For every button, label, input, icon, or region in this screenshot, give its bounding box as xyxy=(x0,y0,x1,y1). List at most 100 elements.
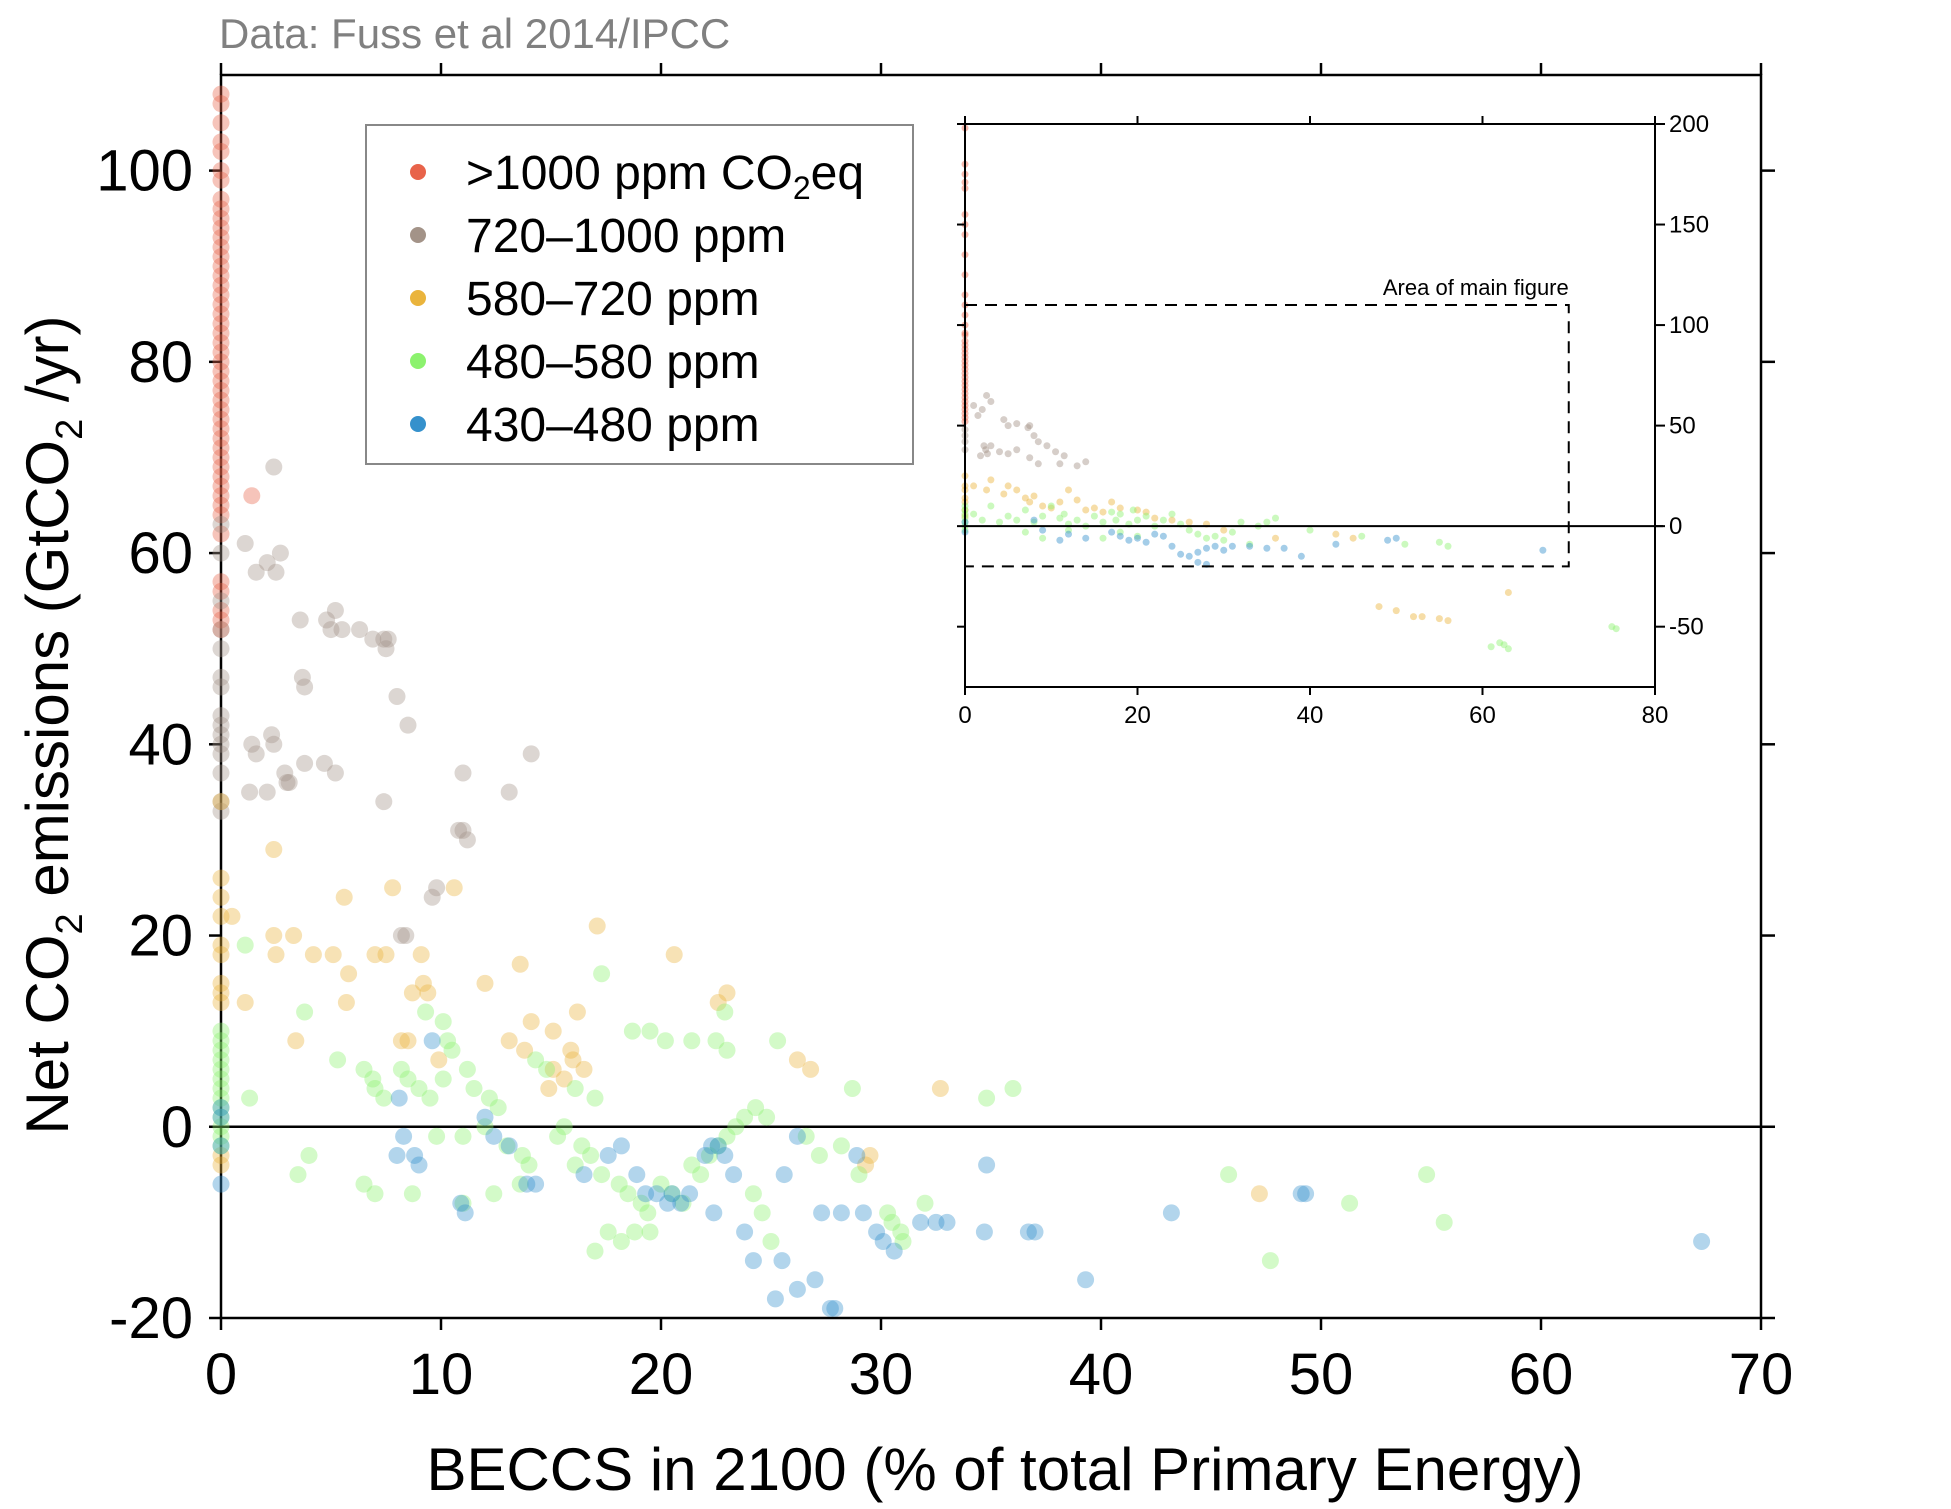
data-point-s1000 xyxy=(212,162,230,180)
inset-point-s720 xyxy=(982,446,990,454)
inset-x-tick-label: 60 xyxy=(1469,702,1496,729)
data-point-s430 xyxy=(212,1137,230,1155)
inset-point-s720 xyxy=(1026,422,1034,430)
data-point-s480 xyxy=(300,1146,318,1164)
inset-y-tick-label: 100 xyxy=(1669,312,1709,339)
data-point-s480 xyxy=(212,1108,230,1126)
data-point-s480 xyxy=(978,1089,996,1107)
data-point-s1000 xyxy=(212,410,230,428)
data-point-s1000 xyxy=(212,391,230,409)
data-point-s1000 xyxy=(212,448,230,466)
data-point-s720 xyxy=(247,563,265,581)
data-point-s720 xyxy=(377,640,395,658)
x-axis-label: BECCS in 2100 (% of total Primary Energy… xyxy=(426,1436,1583,1503)
data-point-s580 xyxy=(212,907,230,925)
data-point-s580 xyxy=(265,927,283,945)
inset-point-s580 xyxy=(1349,534,1357,542)
data-point-s1000 xyxy=(212,506,230,524)
data-point-s720 xyxy=(500,783,518,801)
data-point-s720 xyxy=(388,688,406,705)
data-point-s580 xyxy=(265,840,283,858)
data-point-s580 xyxy=(340,965,358,983)
data-point-s720 xyxy=(278,774,296,792)
inset-point-s480 xyxy=(1194,530,1202,538)
inset-point-s430 xyxy=(1151,530,1159,538)
data-point-s1000 xyxy=(212,286,230,304)
inset-point-s430 xyxy=(1168,542,1176,550)
inset-point-s430 xyxy=(1539,546,1547,554)
data-point-s580 xyxy=(212,946,230,964)
data-point-s580 xyxy=(337,993,355,1011)
data-point-s430 xyxy=(612,1137,630,1155)
data-point-s1000 xyxy=(212,496,230,514)
data-point-s480 xyxy=(1418,1166,1436,1184)
data-point-s430 xyxy=(518,1175,536,1193)
data-point-s580 xyxy=(212,974,230,992)
inset-point-s580 xyxy=(1000,490,1008,498)
data-point-s580 xyxy=(384,879,402,897)
inset-point-s430 xyxy=(1194,558,1202,566)
data-point-s720 xyxy=(212,515,230,533)
data-point-s430 xyxy=(832,1204,850,1222)
data-point-s720 xyxy=(212,707,230,725)
inset-x-tick-label: 0 xyxy=(958,702,971,729)
inset-point-s720 xyxy=(1060,452,1068,460)
data-point-s480 xyxy=(566,1156,584,1174)
data-point-s720 xyxy=(326,764,344,782)
inset-point-s480 xyxy=(1211,532,1219,540)
data-point-s480 xyxy=(443,1041,461,1059)
data-point-s1000 xyxy=(243,487,261,505)
data-point-s480 xyxy=(586,1089,604,1107)
data-point-s430 xyxy=(927,1213,945,1231)
data-point-s430 xyxy=(854,1204,872,1222)
data-point-s480 xyxy=(434,1013,452,1031)
data-point-s480 xyxy=(718,1127,736,1145)
data-point-s480 xyxy=(212,1051,230,1069)
data-point-s480 xyxy=(489,1099,507,1117)
inset-point-s480 xyxy=(1306,526,1314,534)
inset-point-s580 xyxy=(1047,504,1055,512)
inset-point-s580 xyxy=(1116,504,1124,512)
data-point-s1000 xyxy=(212,582,230,600)
data-point-s720 xyxy=(322,621,340,639)
inset-point-s480 xyxy=(1487,643,1495,651)
inset-point-s580 xyxy=(1021,494,1029,502)
inset-background xyxy=(965,124,1655,687)
inset-point-s430 xyxy=(1263,544,1271,552)
inset-y-tick-label: 50 xyxy=(1669,413,1696,440)
data-point-s720 xyxy=(258,783,276,801)
data-point-s430 xyxy=(648,1185,666,1203)
data-point-s580 xyxy=(476,974,494,992)
inset-point-s430 xyxy=(1134,534,1141,542)
inset-point-s480 xyxy=(1056,514,1064,522)
inset-point-s580 xyxy=(1073,496,1081,504)
data-point-s720 xyxy=(271,544,289,562)
inset-point-s430 xyxy=(1142,538,1150,546)
inset-point-s720 xyxy=(1000,416,1008,424)
y-axis-label-post2: /yr) xyxy=(14,315,81,418)
data-point-s1000 xyxy=(212,429,230,447)
data-point-s1000 xyxy=(212,171,230,189)
data-point-s480 xyxy=(555,1118,573,1136)
inset-point-s720 xyxy=(977,452,985,460)
data-point-s430 xyxy=(423,1032,441,1050)
data-point-s720 xyxy=(247,745,265,763)
data-point-s580 xyxy=(555,1070,573,1088)
data-point-s480 xyxy=(566,1080,584,1098)
data-point-s1000 xyxy=(212,334,230,352)
data-point-s480 xyxy=(727,1118,745,1136)
x-tick-label: 60 xyxy=(1509,1342,1574,1407)
inset-point-s480 xyxy=(1500,641,1508,649)
data-point-s430 xyxy=(912,1213,930,1231)
data-point-s430 xyxy=(1297,1185,1315,1203)
data-point-s1000 xyxy=(212,238,230,256)
data-point-s480 xyxy=(392,1060,410,1078)
inset-point-s720 xyxy=(1034,460,1042,468)
data-point-s720 xyxy=(364,630,382,648)
legend-label-s1000: >1000 ppm CO2eq xyxy=(466,147,864,206)
data-point-s430 xyxy=(826,1299,844,1317)
inset-point-s480 xyxy=(1021,528,1029,536)
data-point-s1000 xyxy=(212,372,230,390)
data-point-s480 xyxy=(296,1003,314,1021)
